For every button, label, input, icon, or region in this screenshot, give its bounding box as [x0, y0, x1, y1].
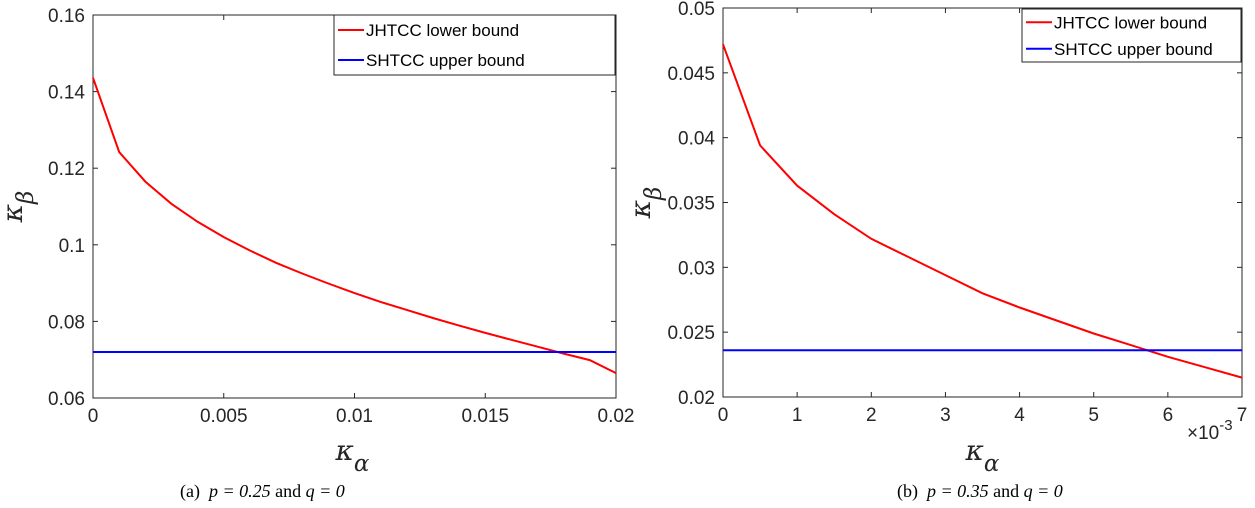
- x-tick-label: 0.01: [336, 406, 373, 427]
- x-exponent-power: -3: [1219, 417, 1232, 434]
- x-tick-label: 0: [718, 405, 729, 426]
- legend-box: [333, 14, 616, 76]
- y-tick-label: 0.08: [48, 312, 85, 333]
- y-tick-label: 0.05: [678, 0, 715, 20]
- x-axis-label-base: κ: [965, 434, 984, 467]
- y-tick-label: 0.045: [667, 64, 715, 85]
- y-tick-label: 0.1: [59, 236, 85, 257]
- y-tick-label: 0.035: [667, 194, 715, 215]
- y-axis-label-base: κ: [0, 204, 29, 223]
- y-axis-label-sub: β: [13, 191, 39, 205]
- x-axis-label-sub: α: [984, 451, 1000, 477]
- y-axis-label-text: κβ: [624, 187, 667, 220]
- caption-and: and: [271, 481, 306, 501]
- x-exponent-base: ×10: [1187, 423, 1219, 444]
- y-axis-label-base: κ: [624, 200, 657, 219]
- x-tick-label: 4: [1014, 405, 1025, 426]
- series-line-jhtcc: [92, 77, 617, 374]
- legend-label: JHTCC lower bound: [1054, 13, 1207, 32]
- x-tick-label: 0.015: [461, 406, 509, 427]
- y-axis-label-text: κβ: [0, 191, 39, 224]
- x-tick-label: 7: [1237, 405, 1248, 426]
- y-axis-label-sub: β: [641, 187, 667, 201]
- caption-prefix: (a): [180, 481, 209, 502]
- y-tick-label: 0.12: [48, 159, 85, 180]
- y-axis-label: κβ: [624, 187, 667, 220]
- y-tick-label: 0.03: [678, 258, 715, 279]
- x-axis-label: κα: [335, 434, 370, 477]
- caption-p: p = 0.25: [207, 481, 271, 501]
- legend: JHTCC lower bound SHTCC upper bound: [1021, 8, 1242, 63]
- caption-q: q = 0: [306, 481, 345, 501]
- x-tick-label: 6: [1163, 405, 1174, 426]
- legend: JHTCC lower bound SHTCC upper bound: [333, 14, 616, 76]
- y-tick-label: 0.06: [48, 389, 85, 410]
- x-tick-label: 2: [866, 405, 877, 426]
- y-tick-label: 0.04: [678, 129, 715, 150]
- caption-p: p = 0.35: [925, 481, 989, 501]
- x-exponent: ×10-3: [1187, 417, 1233, 444]
- y-tick-label: 0.14: [48, 83, 85, 104]
- x-tick-label: 5: [1088, 405, 1099, 426]
- legend-box: [1021, 8, 1242, 63]
- x-tick-label: 1: [792, 405, 803, 426]
- caption-q: q = 0: [1024, 481, 1063, 501]
- legend-label: SHTCC upper bound: [1054, 40, 1213, 59]
- x-tick-label: 3: [940, 405, 951, 426]
- series-line-jhtcc: [722, 43, 1243, 379]
- caption: (a) p = 0.25 and q = 0: [180, 481, 345, 502]
- chart-b: 0 1 2 3 4 5 6 7 0.02 0.025 0.03 0.035 0.04 0.045 0.05 J…: [624, 0, 1247, 502]
- x-axis-label-base: κ: [335, 434, 354, 467]
- x-tick-label: 0: [88, 406, 99, 427]
- x-axis-label: κα: [965, 434, 1000, 477]
- x-tick-label: 0.02: [598, 406, 635, 427]
- chart-a: 0 0.005 0.01 0.015 0.02 0.06 0.08 0.1 0.12 0.14 0.…: [0, 6, 634, 502]
- y-axis-label: κβ: [0, 191, 39, 224]
- legend-label: JHTCC lower bound: [366, 21, 519, 40]
- caption-prefix: (b): [897, 481, 927, 502]
- y-tick-label: 0.16: [48, 6, 85, 27]
- plot-area: [722, 7, 1243, 398]
- y-tick-label: 0.025: [667, 323, 715, 344]
- caption-and: and: [989, 481, 1024, 501]
- x-tick-label: 0.005: [200, 406, 248, 427]
- y-tick-label: 0.02: [678, 388, 715, 409]
- caption: (b) p = 0.35 and q = 0: [897, 481, 1063, 502]
- x-axis-label-sub: α: [354, 451, 370, 477]
- plot-area: [92, 14, 617, 399]
- legend-label: SHTCC upper bound: [366, 51, 525, 70]
